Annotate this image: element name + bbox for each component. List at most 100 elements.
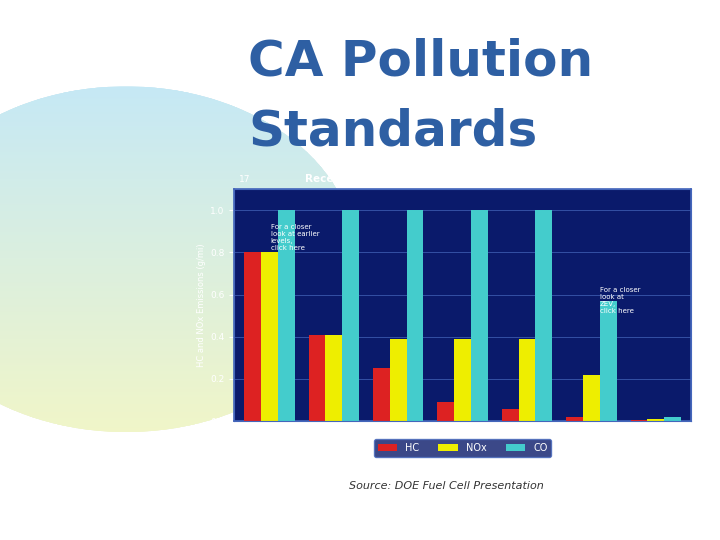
Bar bbox=[566, 417, 583, 421]
Bar bbox=[0, 245, 356, 246]
Bar bbox=[0, 347, 356, 349]
Bar bbox=[0, 177, 356, 178]
Bar bbox=[0, 331, 356, 333]
Bar bbox=[0, 393, 356, 395]
Bar bbox=[0, 343, 356, 345]
Bar bbox=[0, 388, 356, 390]
Bar bbox=[0, 122, 356, 123]
Bar bbox=[0, 288, 356, 290]
Bar bbox=[0, 330, 356, 332]
Bar bbox=[0, 123, 356, 124]
Bar bbox=[0, 202, 356, 204]
Bar bbox=[0, 129, 356, 131]
Bar bbox=[0, 386, 356, 388]
Bar bbox=[0, 119, 356, 120]
Bar bbox=[0, 218, 356, 220]
Bar bbox=[0, 263, 356, 265]
Bar bbox=[0, 426, 356, 427]
Bar bbox=[0, 285, 356, 287]
Bar bbox=[0, 149, 356, 151]
Bar bbox=[0, 289, 356, 291]
Bar bbox=[502, 409, 518, 421]
Bar bbox=[0, 92, 356, 94]
Bar bbox=[0, 396, 356, 399]
Bar bbox=[0, 363, 356, 365]
Bar bbox=[0, 354, 356, 356]
Bar bbox=[0, 206, 356, 208]
Bar bbox=[0, 117, 356, 118]
Bar bbox=[0, 303, 356, 305]
Bar bbox=[0, 241, 356, 243]
Bar bbox=[0, 362, 356, 364]
Bar bbox=[0, 105, 356, 107]
Bar bbox=[583, 375, 600, 421]
Bar bbox=[0, 321, 356, 322]
Bar bbox=[0, 102, 356, 103]
Bar bbox=[0, 384, 356, 386]
Bar bbox=[0, 179, 356, 180]
Bar bbox=[0, 158, 356, 160]
Bar bbox=[278, 210, 294, 421]
Bar bbox=[0, 88, 356, 90]
Bar bbox=[0, 376, 356, 377]
Bar bbox=[0, 214, 356, 216]
Bar bbox=[0, 299, 356, 300]
Bar bbox=[0, 269, 356, 271]
Legend: HC, NOx, CO: HC, NOx, CO bbox=[374, 440, 552, 457]
Bar bbox=[0, 398, 356, 400]
Bar bbox=[0, 221, 356, 223]
Bar bbox=[0, 394, 356, 396]
Bar bbox=[0, 429, 356, 430]
Bar bbox=[0, 399, 356, 401]
Bar bbox=[600, 301, 616, 421]
Bar bbox=[0, 154, 356, 157]
Bar bbox=[0, 369, 356, 370]
Bar bbox=[0, 266, 356, 268]
Bar bbox=[0, 262, 356, 264]
Bar bbox=[536, 210, 552, 421]
Bar bbox=[0, 391, 356, 393]
Bar bbox=[0, 234, 356, 236]
Bar bbox=[0, 212, 356, 214]
Bar bbox=[0, 160, 356, 162]
Bar bbox=[0, 418, 356, 420]
Bar bbox=[0, 281, 356, 283]
Bar bbox=[0, 340, 356, 342]
Bar bbox=[0, 144, 356, 146]
Bar bbox=[0, 228, 356, 230]
Bar bbox=[518, 339, 536, 421]
Bar bbox=[0, 248, 356, 249]
Bar bbox=[0, 296, 356, 298]
Bar bbox=[0, 220, 356, 222]
Bar bbox=[0, 383, 356, 384]
Bar bbox=[0, 403, 356, 405]
Bar bbox=[0, 267, 356, 269]
Bar bbox=[0, 292, 356, 293]
Bar bbox=[0, 308, 356, 309]
Bar bbox=[0, 210, 356, 212]
Bar bbox=[0, 171, 356, 172]
Bar bbox=[0, 211, 356, 213]
Bar bbox=[0, 306, 356, 307]
Bar bbox=[0, 161, 356, 163]
Bar bbox=[0, 112, 356, 114]
Bar bbox=[0, 301, 356, 302]
Bar bbox=[0, 198, 356, 200]
Bar bbox=[0, 333, 356, 335]
Bar bbox=[0, 409, 356, 411]
Bar bbox=[0, 373, 356, 374]
Bar bbox=[0, 334, 356, 336]
Bar bbox=[0, 364, 356, 366]
Bar bbox=[0, 302, 356, 304]
Bar bbox=[0, 141, 356, 143]
Bar bbox=[0, 111, 356, 113]
Bar bbox=[0, 414, 356, 416]
Bar bbox=[0, 261, 356, 262]
Bar bbox=[0, 166, 356, 168]
Bar bbox=[0, 176, 356, 177]
Bar bbox=[0, 148, 356, 150]
Bar bbox=[0, 232, 356, 233]
Bar bbox=[0, 406, 356, 408]
Bar bbox=[0, 352, 356, 353]
Bar bbox=[0, 99, 356, 101]
